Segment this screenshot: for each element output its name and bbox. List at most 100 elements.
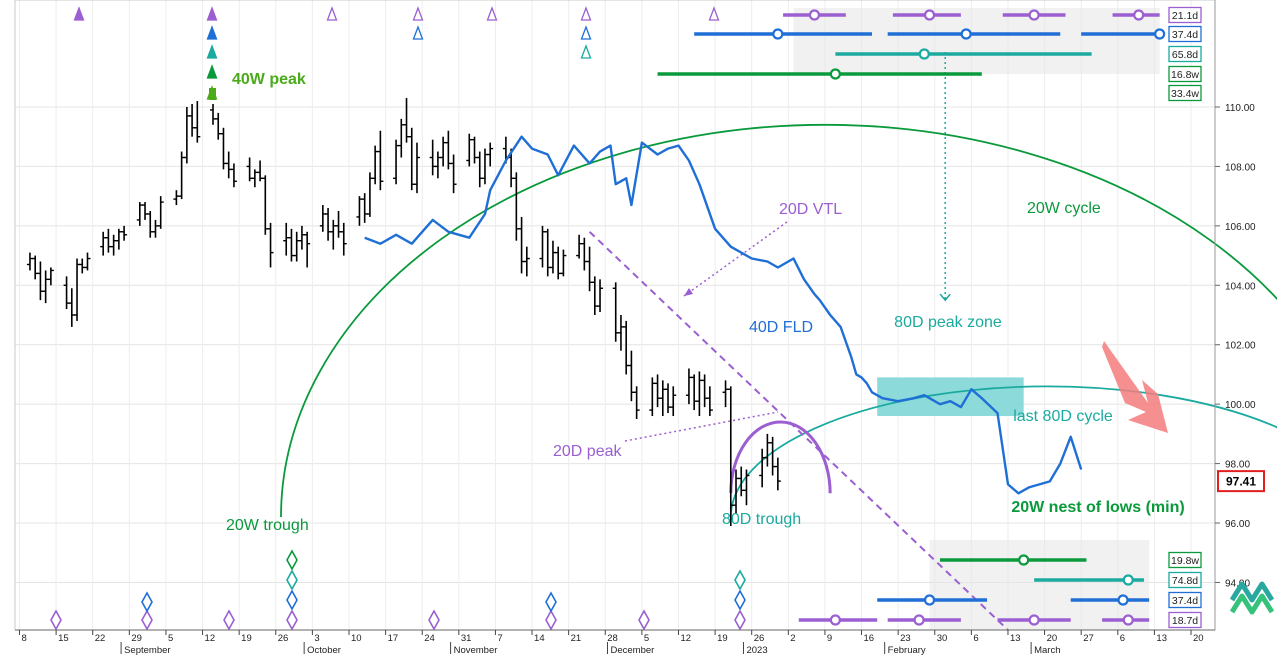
last-price-label: 97.41 xyxy=(1226,475,1256,489)
bottom-band-label: 18.7d xyxy=(1172,615,1198,627)
top-band-label: 37.4d xyxy=(1172,29,1198,41)
month-label: February xyxy=(888,645,926,656)
date-tick-label: 20 xyxy=(1047,633,1058,644)
bottom-band-label-box xyxy=(1168,551,1202,569)
top-band-marker xyxy=(960,28,972,40)
date-tick-label: 26 xyxy=(278,633,289,644)
date-tick-label: 6 xyxy=(1120,633,1125,644)
marker-peak-20d xyxy=(580,6,592,21)
date-tick-label: 12 xyxy=(205,633,216,644)
price-tick-label: 108.00 xyxy=(1225,162,1256,173)
annotation-20d-peak: 20D peak xyxy=(553,443,622,460)
top-band-label-box xyxy=(1168,25,1202,43)
cycle-arcs xyxy=(280,123,1277,518)
top-band-label-box xyxy=(1168,6,1202,24)
date-tick-label: 5 xyxy=(644,633,649,644)
top-band-marker xyxy=(772,28,784,40)
axes: 110.00 108.00 106.00 104.00 102.00 100.00 98.0… xyxy=(15,0,1275,656)
bottom-band-marker xyxy=(1018,554,1030,566)
fld-40d-series xyxy=(364,135,1083,495)
bottom-band-marker xyxy=(1122,574,1134,586)
date-tick-label: 5 xyxy=(168,633,173,644)
marker-peak-20d xyxy=(412,6,424,21)
marker-peak-80d xyxy=(206,44,218,59)
marker-trough-40d xyxy=(734,589,746,611)
top-band-label-box xyxy=(1168,45,1202,63)
vtl-20d-line xyxy=(588,231,1009,631)
top-band-marker xyxy=(1028,9,1040,21)
date-tick-label: 30 xyxy=(937,633,948,644)
bottom-band-label-box xyxy=(1168,611,1202,629)
bottom-band-marker xyxy=(829,614,841,626)
marker-trough-20d xyxy=(50,609,62,631)
top-band-marker xyxy=(1154,28,1166,40)
annotation-80d-trough: 80D trough xyxy=(722,511,801,528)
annotations: 40W peak 20D VTL 40D FLD 20W cycle 80D p… xyxy=(226,71,1185,534)
peak-zone xyxy=(877,52,1024,417)
grid xyxy=(14,0,1216,631)
marker-peak-20d xyxy=(206,6,218,21)
marker-trough-80d xyxy=(286,569,298,591)
band-bg-top xyxy=(793,8,1160,74)
cycle-arc xyxy=(729,420,832,494)
date-tick-label: 3 xyxy=(314,633,319,644)
date-tick-label: 13 xyxy=(1156,633,1167,644)
date-tick-label: 17 xyxy=(388,633,399,644)
logo-wave-top xyxy=(1229,581,1275,603)
annotation-40d-fld: 40D FLD xyxy=(749,319,813,336)
bottom-band-label: 74.8d xyxy=(1172,575,1198,587)
date-tick-label: 26 xyxy=(754,633,765,644)
top-band-marker xyxy=(1133,9,1145,21)
date-tick-label: 19 xyxy=(241,633,252,644)
date-tick-label: 6 xyxy=(973,633,978,644)
month-label: September xyxy=(124,645,170,656)
top-band-label: 16.8w xyxy=(1171,69,1199,81)
date-tick-label: 21 xyxy=(571,633,582,644)
month-label: November xyxy=(454,645,498,656)
price-tick-label: 94.00 xyxy=(1225,578,1250,589)
marker-trough-20d xyxy=(545,609,557,631)
date-tick-label: 10 xyxy=(351,633,362,644)
annotation-80d-peak-zone: 80D peak zone xyxy=(894,314,1002,331)
logo-wave-bottom xyxy=(1229,593,1275,615)
date-tick-label: 29 xyxy=(131,633,142,644)
band-bg-bottom xyxy=(929,540,1150,630)
date-tick-label: 31 xyxy=(461,633,472,644)
month-label: 2023 xyxy=(746,645,767,656)
annotation-last-80d-cycle: last 80D cycle xyxy=(1013,408,1113,425)
top-band-label-box xyxy=(1168,84,1202,102)
price-tick-label: 102.00 xyxy=(1225,341,1256,352)
date-tick-label: 8 xyxy=(22,633,27,644)
bottom-band-marker xyxy=(923,594,936,606)
top-band-label: 21.1d xyxy=(1172,10,1198,22)
marker-peak-20d xyxy=(326,6,338,21)
marker-trough-20w xyxy=(286,549,298,571)
price-tick-label: 100.00 xyxy=(1225,400,1256,411)
date-tick-label: 2 xyxy=(790,633,795,644)
marker-trough-80d xyxy=(734,569,746,591)
band-backgrounds xyxy=(793,8,1160,630)
marker-trough-20d xyxy=(428,609,440,631)
vtl-pointer-head xyxy=(684,288,693,296)
date-tick-label: 19 xyxy=(717,633,728,644)
price-tick-label: 110.00 xyxy=(1225,103,1255,114)
fld-line xyxy=(364,135,1083,495)
date-tick-label: 20 xyxy=(1193,633,1204,644)
top-band-marker xyxy=(918,48,930,60)
date-tick-label: 24 xyxy=(424,633,435,644)
date-tick-label: 15 xyxy=(58,633,69,644)
annotation-20w-cycle: 20W cycle xyxy=(1027,200,1101,217)
price-tick-label: 106.00 xyxy=(1225,222,1256,233)
marker-peak-40d xyxy=(580,25,592,40)
vtl-pointer xyxy=(683,221,788,297)
month-label: March xyxy=(1034,645,1060,656)
date-tick-label: 23 xyxy=(900,633,911,644)
marker-trough-40d xyxy=(545,591,557,613)
cycle-markers xyxy=(50,6,746,631)
marker-trough-40d xyxy=(286,589,298,611)
date-tick-label: 16 xyxy=(864,633,875,644)
marker-trough-20d xyxy=(734,609,746,631)
marker-trough-20d xyxy=(223,609,235,631)
date-tick-label: 7 xyxy=(497,633,502,644)
